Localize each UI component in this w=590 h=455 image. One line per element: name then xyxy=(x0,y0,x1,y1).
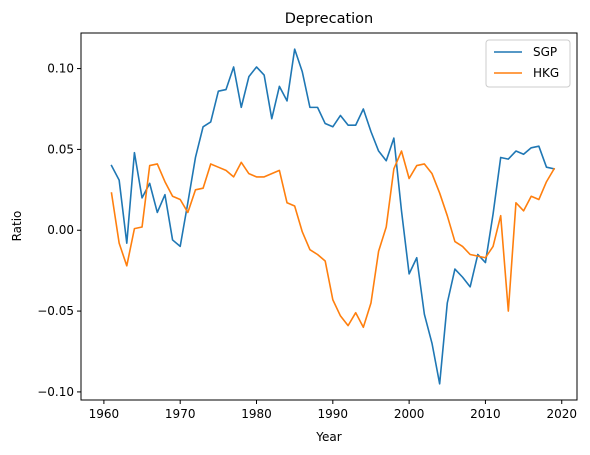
x-tick-label: 1990 xyxy=(318,407,349,421)
x-tick-label: 1970 xyxy=(165,407,196,421)
plot-lines xyxy=(110,48,556,385)
x-tick-label: 1960 xyxy=(89,407,120,421)
x-tick-label: 2010 xyxy=(470,407,501,421)
chart-title: Deprecation xyxy=(285,11,374,27)
y-axis-label: Ratio xyxy=(10,211,24,242)
x-tick-label: 1980 xyxy=(241,407,272,421)
y-axis-ticks: −0.10 −0.05 0.00 0.05 0.10 xyxy=(37,62,81,399)
x-axis-ticks: 1960 1970 1980 1990 2000 2010 2020 xyxy=(89,400,577,421)
y-tick-label: 0.10 xyxy=(47,62,74,76)
x-axis-label: Year xyxy=(315,430,341,444)
x-tick-label: 2020 xyxy=(546,407,577,421)
x-tick-label: 2000 xyxy=(394,407,425,421)
series-line-hkg xyxy=(110,150,556,329)
legend-label-hkg: HKG xyxy=(533,66,559,80)
plot-frame xyxy=(80,32,578,401)
y-tick-label: 0.00 xyxy=(47,223,74,237)
legend: SGP HKG xyxy=(485,39,571,88)
y-tick-label: 0.05 xyxy=(47,142,74,156)
y-tick-label: −0.10 xyxy=(37,385,74,399)
y-tick-label: −0.05 xyxy=(37,304,74,318)
legend-label-sgp: SGP xyxy=(533,45,557,59)
